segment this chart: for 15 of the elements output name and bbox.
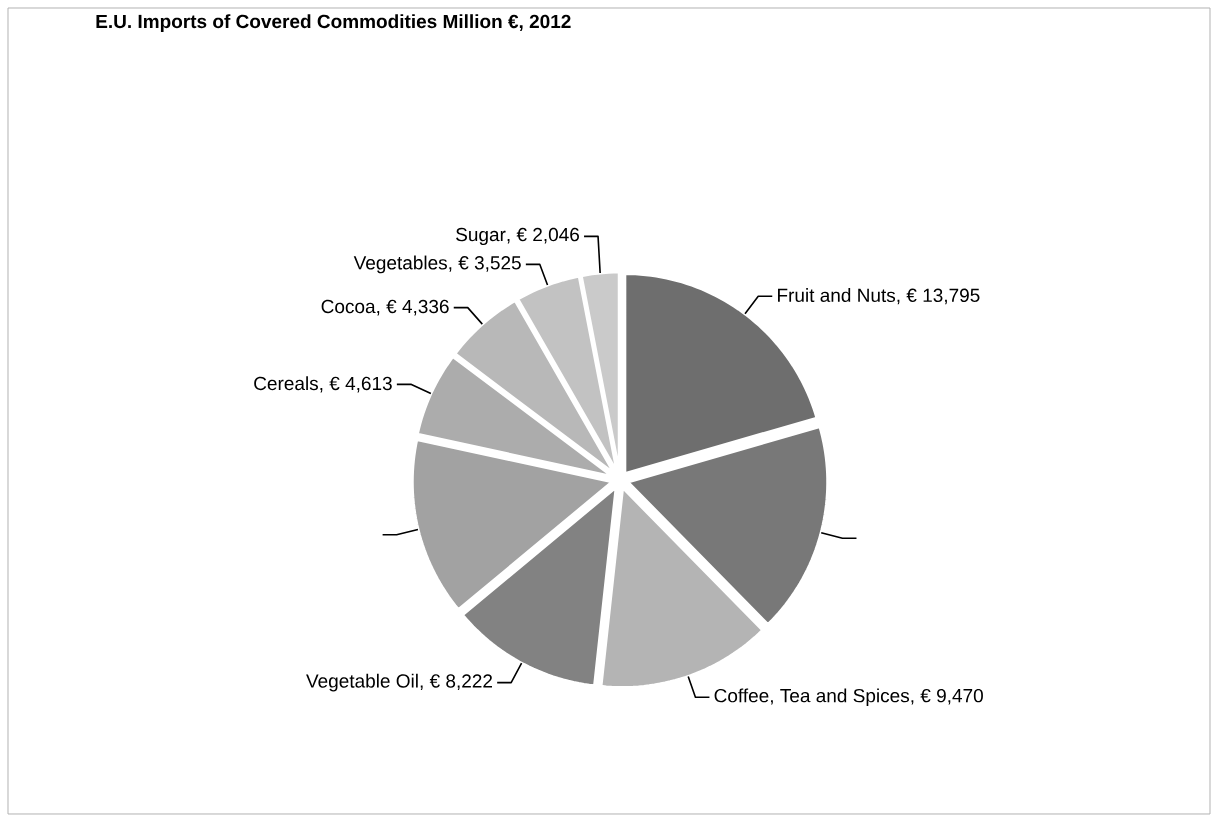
data-label: , € 8,222 — [420, 674, 492, 690]
data-label: , € 13,795 — [897, 288, 980, 305]
data-label: , € 4,613 — [320, 376, 392, 393]
slice-label: Sugar — [456, 227, 506, 246]
chart-title: E.U. Imports of Covered Commodities Million €, 2012 — [96, 14, 571, 32]
data-label: , € 4,336 — [377, 299, 449, 316]
data-label: , € 9,470 — [911, 688, 983, 705]
data-label: , € 2,046 — [507, 227, 579, 244]
data-label: , € 3,525 — [449, 256, 521, 272]
slice-label: Coffee, Tea and Spices — [714, 688, 910, 707]
slice-label: Cereals — [254, 376, 318, 391]
slice-label: Cocoa — [321, 299, 376, 314]
slice-label: Fruit and Nuts — [778, 288, 896, 303]
slice-label: Vegetables — [353, 255, 447, 274]
slice-label: Vegetable Oil — [306, 673, 418, 692]
